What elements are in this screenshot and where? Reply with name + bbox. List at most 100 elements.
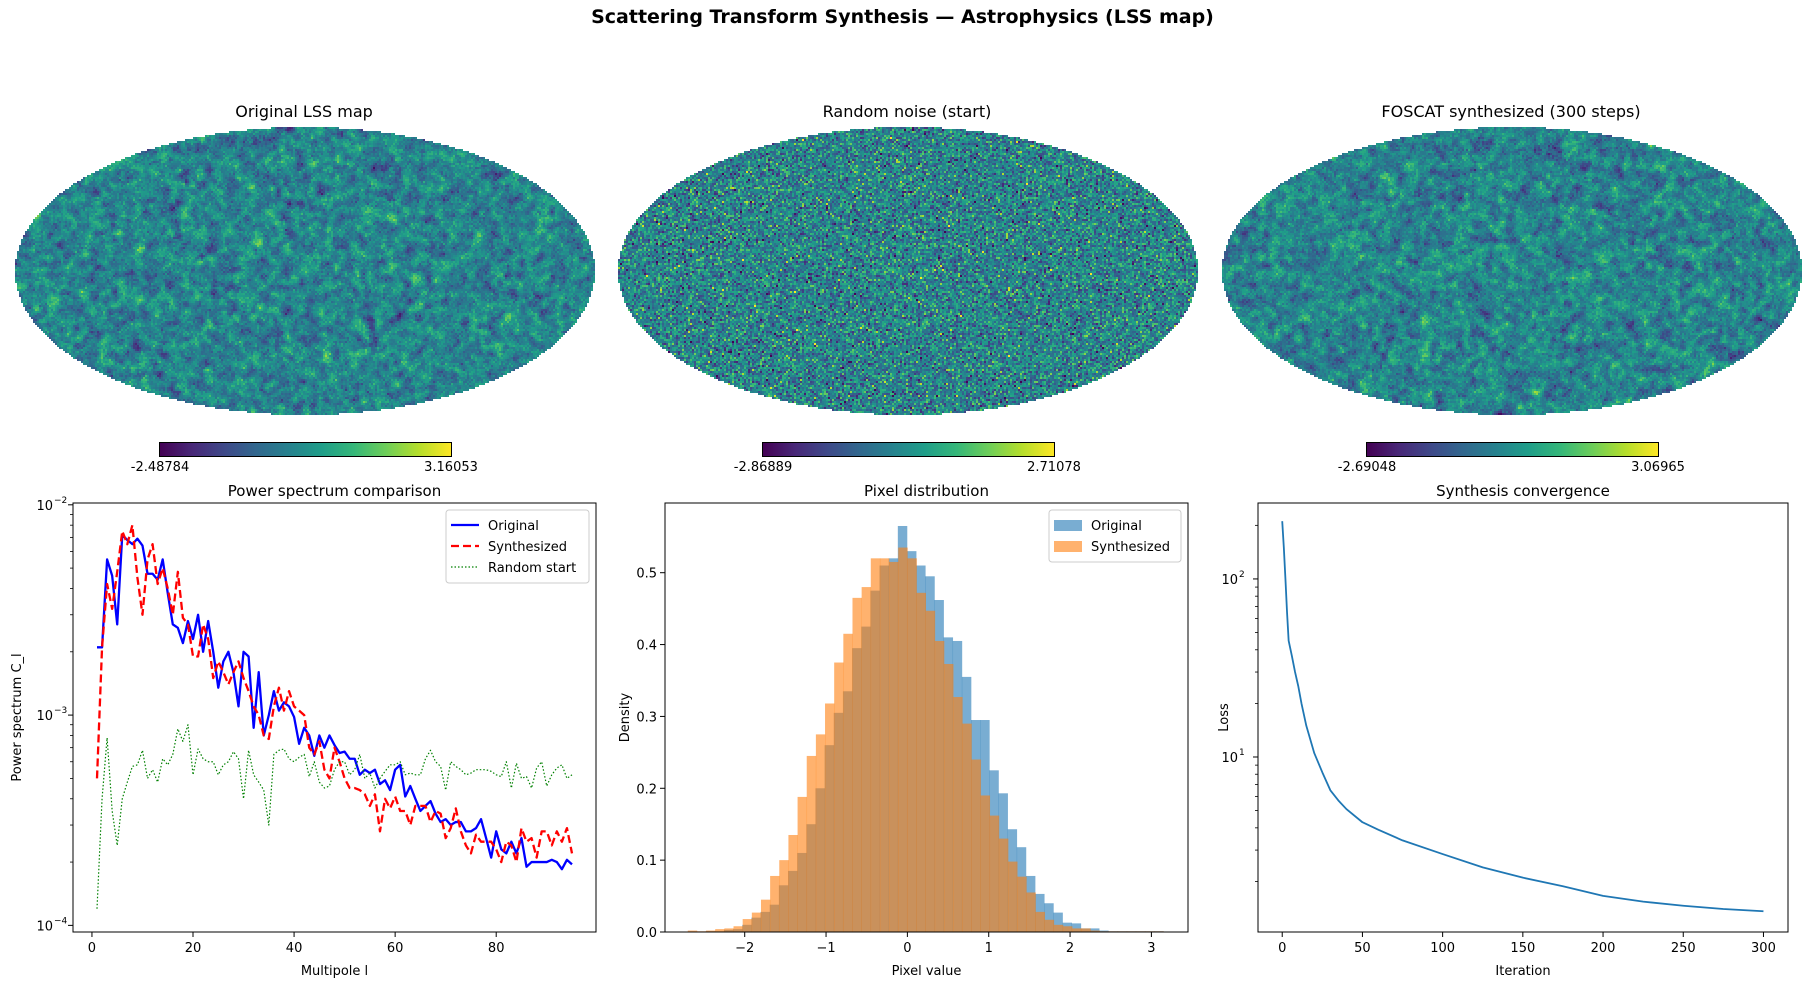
hist-bar-synthesized: [724, 928, 734, 932]
legend-label: Synthesized: [488, 540, 567, 555]
hist-bar-synthesized: [760, 899, 771, 932]
colorbar-min-label: -2.69048: [1337, 460, 1397, 475]
y-tick-label: 0.1: [636, 854, 657, 869]
x-tick-label: 60: [387, 941, 404, 956]
hist-bar-synthesized: [834, 662, 844, 932]
legend: Original Synthesized Random start: [445, 509, 590, 584]
hist-bar-synthesized: [916, 592, 926, 932]
random-noise-map: [618, 127, 1198, 415]
colorbar-original: [159, 442, 452, 457]
hist-bar-synthesized: [934, 640, 945, 932]
x-tick-label: 200: [1591, 941, 1616, 956]
x-tick-label: 0: [903, 941, 911, 956]
hist-bar-synthesized: [998, 838, 1009, 932]
hist-bar-synthesized: [962, 723, 972, 932]
x-tick-label: 40: [286, 941, 303, 956]
colorbar-random: [762, 442, 1055, 457]
hist-bar-synthesized: [1081, 928, 1091, 932]
x-tick-label: −2: [735, 941, 754, 956]
chart-title: Power spectrum comparison: [228, 482, 441, 500]
x-tick-label: −1: [816, 941, 835, 956]
x-axis-label: Multipole l: [301, 964, 368, 979]
x-tick-label: 1: [985, 941, 993, 956]
hist-bar-synthesized: [1072, 928, 1082, 932]
axes-frame: [664, 502, 1189, 933]
legend-box: [445, 509, 590, 584]
plot-area-0: [95, 524, 574, 909]
y-tick-exponent: 2: [1239, 570, 1245, 580]
x-tick-label: 0: [88, 941, 96, 956]
hist-bar-synthesized: [925, 610, 936, 932]
x-tick-label: 300: [1751, 941, 1776, 956]
x-axis-label: Iteration: [1495, 964, 1550, 979]
legend-swatch-synthesized: [1054, 541, 1082, 552]
y-tick-exponent: −3: [54, 706, 67, 716]
legend-label: Random start: [488, 561, 576, 576]
x-axis-label: Pixel value: [892, 964, 962, 979]
hist-bar-synthesized: [1044, 919, 1055, 932]
y-tick-exponent: −2: [54, 496, 67, 506]
hist-bar-synthesized: [898, 547, 908, 932]
y-tick-label: 10: [1221, 573, 1238, 588]
hist-bar-synthesized: [779, 860, 789, 932]
series-line-original: [97, 533, 573, 871]
hist-bar-synthesized: [861, 587, 872, 932]
y-axis-label: Power spectrum C_l: [10, 653, 25, 781]
hist-bar-synthesized: [971, 759, 981, 932]
hist-bar-synthesized: [1035, 911, 1045, 932]
x-tick-label: 20: [185, 941, 202, 956]
chart-title: Pixel distribution: [864, 482, 989, 500]
map-title-random: Random noise (start): [822, 102, 992, 121]
legend: Original Synthesized: [1048, 509, 1182, 563]
hist-bar-synthesized: [687, 930, 698, 932]
hist-bar-synthesized: [1090, 930, 1100, 932]
hist-bar-synthesized: [989, 815, 1000, 932]
hist-bar-original: [1089, 928, 1100, 932]
axes-frame: [1257, 502, 1789, 933]
y-tick-label: 0.5: [636, 567, 657, 582]
y-tick-label: 0.3: [636, 710, 657, 725]
hist-bar-original: [1044, 903, 1054, 932]
hist-bar-original: [1071, 923, 1082, 932]
hist-bar-synthesized: [706, 930, 716, 932]
x-tick-label: 100: [1430, 941, 1455, 956]
hist-bar-synthesized: [907, 558, 917, 932]
colorbar-synthesized: [1366, 442, 1659, 457]
x-tick-label: 50: [1354, 941, 1371, 956]
hist-bar-synthesized: [825, 703, 835, 932]
hist-bar-synthesized: [843, 633, 853, 932]
hist-bar-synthesized: [815, 734, 826, 932]
synthesized-map: [1222, 127, 1802, 415]
chart-title: Synthesis convergence: [1436, 482, 1610, 500]
plot-area-1: [687, 525, 1164, 932]
x-tick-label: 150: [1510, 941, 1535, 956]
hist-bar-synthesized: [1008, 861, 1018, 932]
hist-bar-synthesized: [806, 755, 817, 932]
hist-bar-synthesized: [879, 558, 890, 932]
legend-label: Original: [488, 519, 539, 534]
map-title-original: Original LSS map: [235, 102, 373, 121]
legend-label: Synthesized: [1091, 540, 1170, 555]
series-line-random-start: [96, 724, 573, 909]
y-tick-exponent: 1: [1239, 748, 1245, 758]
series-line-synthesized: [95, 524, 574, 864]
x-tick-label: 3: [1147, 941, 1155, 956]
y-tick-exponent: −4: [54, 916, 68, 926]
original-lss-map: [15, 127, 595, 415]
colorbar-max-label: 3.16053: [424, 460, 478, 475]
y-tick-label: 0.4: [636, 639, 657, 654]
legend-swatch-original: [1054, 520, 1082, 531]
y-tick-label: 10: [36, 709, 53, 724]
hist-bar-synthesized: [797, 796, 808, 932]
hist-bar-synthesized: [1062, 926, 1073, 932]
hist-bar-original: [1099, 930, 1109, 932]
y-tick-label: 0.2: [636, 782, 657, 797]
y-axis-label: Density: [618, 692, 633, 742]
x-tick-label: 80: [488, 941, 505, 956]
y-tick-label: 10: [36, 919, 53, 934]
hist-bar-synthesized: [852, 597, 862, 932]
x-tick-label: 0: [1278, 941, 1286, 956]
x-tick-label: 250: [1671, 941, 1696, 956]
hist-bar-synthesized: [889, 561, 899, 932]
hist-bar-synthesized: [953, 697, 963, 932]
